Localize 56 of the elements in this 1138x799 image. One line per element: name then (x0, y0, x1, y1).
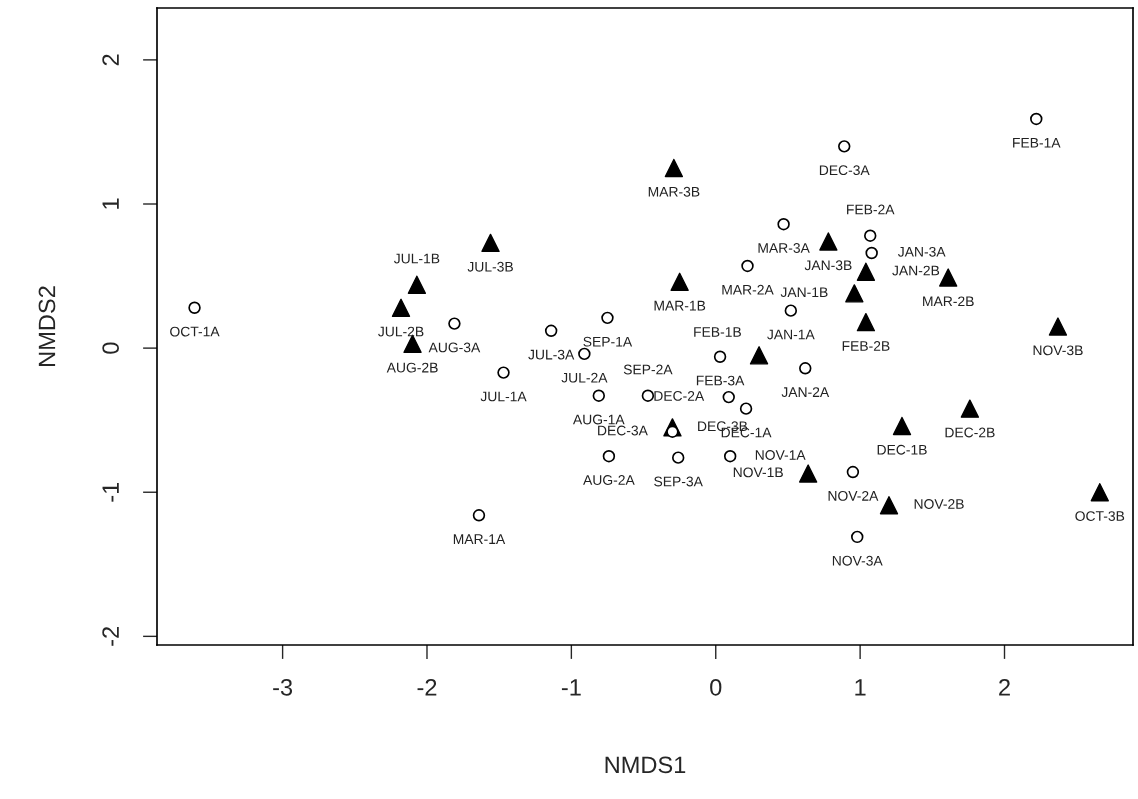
annotation: JAN-3A (897, 246, 946, 257)
annotation: NOV-2B (914, 499, 964, 509)
x-tick-label: -2 (417, 678, 437, 696)
annotation: JAN-1A (767, 329, 815, 340)
annotation: MAR-3B (648, 186, 700, 197)
annotation: DEC-3A (598, 425, 648, 436)
annotation: SEP-2A (623, 364, 673, 375)
annotation: DEC-2B (945, 427, 995, 438)
annotation: JUL-2B (378, 326, 424, 337)
annotation: NOV-1B (733, 467, 783, 478)
annotation: AUG-2B (386, 362, 438, 373)
annotation: SEP-1A (583, 336, 633, 347)
y-tick-label: -1 (102, 482, 119, 502)
x-tick-label: 2 (999, 678, 1010, 696)
annotation: AUG-3A (428, 342, 481, 353)
annotation: JAN-2A (781, 387, 830, 398)
annotation: MAR-1A (453, 534, 506, 544)
annotation: FEB-2A (847, 204, 895, 215)
annotation: OCT-1A (170, 326, 220, 337)
annotation: MAR-1B (654, 300, 706, 311)
annotation: NOV-1A (755, 450, 806, 460)
annotation: SEP-3A (654, 476, 703, 487)
annotation: DEC-2A (654, 391, 705, 401)
y-tick-label: 1 (102, 198, 119, 209)
annotation: FEB-3A (696, 375, 745, 386)
x-tick-label: -1 (561, 679, 581, 696)
annotation: JUL-1A (480, 391, 527, 402)
annotation: JUL-3A (528, 349, 575, 360)
annotation: DEC-1B (877, 444, 927, 455)
annotation: JAN-2B (892, 265, 940, 276)
annotation: MAR-3A (758, 243, 810, 253)
annotation: DEC-3A (819, 165, 870, 176)
x-axis-title: NMDS1 (605, 756, 686, 774)
annotation: JUL-2A (561, 372, 608, 383)
annotation: JAN-3B (804, 260, 852, 271)
y-tick-label: -2 (102, 627, 119, 646)
y-tick-label: 0 (102, 342, 119, 354)
annotation: NOV-3A (832, 555, 883, 566)
annotation: AUG-1A (572, 414, 625, 425)
annotation: JUL-3B (467, 261, 513, 272)
y-axis-title: NMDS2 (38, 286, 56, 366)
annotation: JAN-1B (780, 287, 828, 298)
annotation: MAR-2B (923, 296, 974, 307)
annotation: FEB-1A (1013, 138, 1061, 148)
annotation: FEB-2B (842, 341, 890, 351)
y-tick-label: 2 (102, 54, 119, 66)
x-tick-label: -3 (273, 678, 293, 696)
annotation: MAR-2A (722, 284, 774, 295)
annotation: NOV-2A (828, 490, 879, 501)
annotation: FEB-1B (694, 327, 741, 337)
x-tick-label: 0 (710, 678, 722, 696)
x-tick-label: 1 (855, 679, 866, 696)
annotation: JUL-1B (393, 253, 440, 264)
annotation: OCT-3B (1075, 511, 1125, 521)
annotation: AUG-2A (583, 475, 635, 485)
annotation: NOV-3B (1033, 345, 1083, 356)
